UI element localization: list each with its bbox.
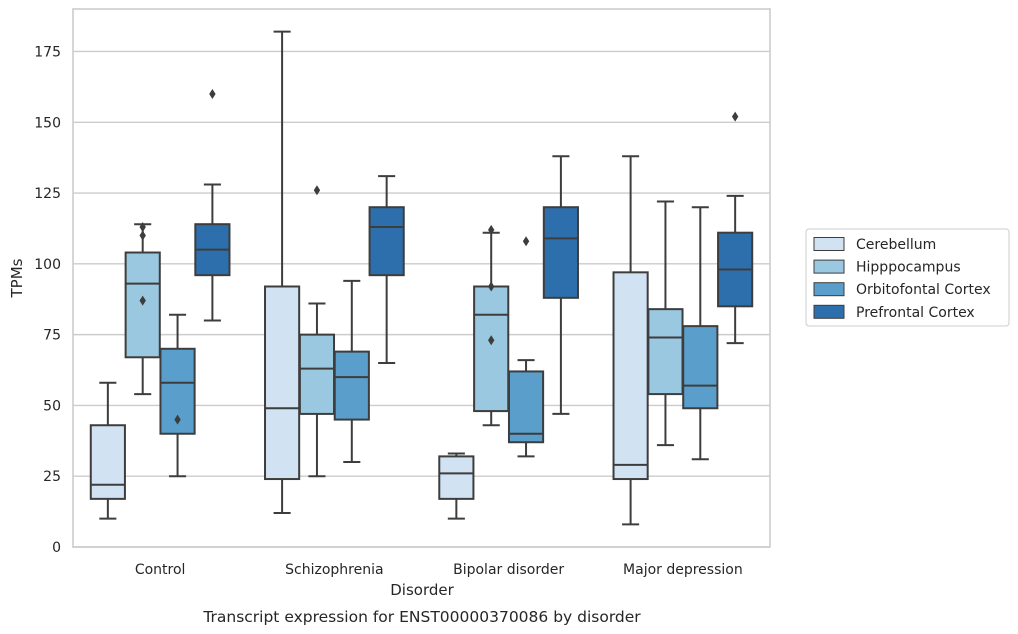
y-tick-label: 50 — [43, 398, 61, 414]
series-group — [89, 30, 649, 526]
y-tick-label: 150 — [34, 115, 61, 131]
box-body — [507, 370, 545, 444]
box-body — [298, 333, 336, 415]
box — [542, 155, 579, 415]
box — [89, 381, 126, 520]
series-group — [194, 88, 754, 415]
box-body — [542, 206, 579, 299]
y-tick-label: 125 — [34, 186, 61, 202]
box — [333, 279, 370, 464]
box — [368, 175, 405, 364]
box — [647, 200, 684, 447]
legend-label: Cerebellum — [856, 237, 936, 253]
outlier-point — [488, 224, 495, 235]
outlier-point — [174, 414, 181, 425]
x-tick-label: Control — [135, 562, 186, 578]
box-body — [89, 424, 126, 500]
y-tick-label: 175 — [34, 44, 61, 60]
y-tick-label: 25 — [43, 469, 61, 485]
y-axis-label: TPMs — [8, 258, 26, 298]
legend-label: Hipppocampus — [856, 260, 961, 276]
legend: Cerebellum Hipppocampus Orbitofontal Corte… — [805, 228, 1010, 327]
box-body — [368, 206, 405, 277]
box-body — [264, 285, 301, 481]
box — [124, 222, 161, 396]
y-tick-label: 100 — [34, 257, 61, 273]
outlier-point — [488, 281, 495, 292]
legend-label: Prefrontal Cortex — [856, 305, 975, 321]
chart-caption: Transcript expression for ENST0000037008… — [202, 608, 641, 626]
legend-swatch — [813, 237, 845, 251]
legend-label: Orbitofontal Cortex — [856, 282, 991, 298]
legend-swatch — [813, 304, 845, 319]
box-body — [612, 271, 649, 481]
outlier-point — [139, 222, 146, 233]
series-group — [124, 185, 684, 478]
box — [682, 206, 719, 461]
legend-swatch — [813, 259, 845, 274]
outlier-point — [522, 236, 530, 247]
x-axis-label: Disorder — [390, 581, 454, 599]
box — [264, 30, 301, 515]
outlier-point — [488, 335, 495, 346]
box-body — [647, 308, 684, 396]
x-axis-ticks: Control Schizophrenia Bipolar disorder Majo… — [135, 562, 743, 578]
y-tick-label: 0 — [52, 540, 61, 556]
box-body — [682, 325, 719, 410]
outlier-point — [209, 88, 216, 99]
box — [473, 224, 510, 427]
box — [507, 236, 545, 458]
box — [159, 313, 196, 478]
box — [612, 155, 649, 526]
box-body — [438, 455, 475, 500]
box-series — [89, 30, 754, 526]
x-tick-label: Schizophrenia — [285, 562, 383, 578]
legend-frame — [805, 228, 1010, 327]
plot-area-frame — [72, 8, 771, 548]
y-tick-label: 75 — [43, 328, 61, 344]
outlier-point — [313, 185, 321, 196]
series-group — [159, 206, 719, 478]
box — [298, 185, 336, 478]
x-tick-label: Major depression — [623, 562, 743, 578]
outlier-point — [139, 230, 146, 241]
box-body — [473, 285, 510, 413]
box — [717, 111, 754, 345]
legend-swatch — [813, 282, 845, 297]
x-tick-label: Bipolar disorder — [453, 562, 564, 578]
y-axis-ticks: 0 25 50 75 100 125 150 175 — [34, 44, 61, 556]
box — [438, 452, 475, 520]
outlier-point — [139, 295, 146, 306]
box-body — [333, 350, 370, 421]
outlier-point — [731, 111, 739, 122]
box — [194, 88, 231, 322]
